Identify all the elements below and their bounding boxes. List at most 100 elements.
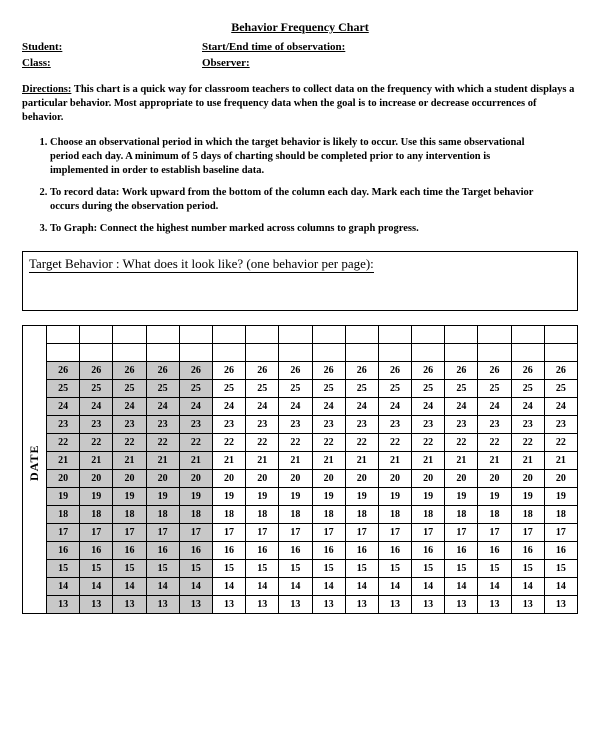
frequency-cell[interactable]: 25 xyxy=(279,379,312,397)
frequency-cell[interactable]: 17 xyxy=(312,523,345,541)
frequency-cell[interactable]: 22 xyxy=(345,433,378,451)
frequency-cell[interactable]: 23 xyxy=(113,415,146,433)
frequency-cell[interactable]: 23 xyxy=(212,415,245,433)
frequency-cell[interactable]: 20 xyxy=(312,469,345,487)
frequency-cell[interactable]: 22 xyxy=(279,433,312,451)
frequency-cell[interactable]: 20 xyxy=(113,469,146,487)
frequency-cell[interactable]: 20 xyxy=(279,469,312,487)
frequency-cell[interactable]: 22 xyxy=(511,433,544,451)
frequency-cell[interactable]: 19 xyxy=(445,487,478,505)
frequency-cell[interactable]: 24 xyxy=(179,397,212,415)
frequency-cell[interactable]: 15 xyxy=(279,559,312,577)
frequency-cell[interactable]: 24 xyxy=(246,397,279,415)
frequency-cell[interactable]: 15 xyxy=(80,559,113,577)
frequency-cell[interactable]: 14 xyxy=(345,577,378,595)
frequency-cell[interactable]: 24 xyxy=(146,397,179,415)
frequency-cell[interactable]: 23 xyxy=(312,415,345,433)
frequency-cell[interactable]: 20 xyxy=(345,469,378,487)
frequency-cell[interactable]: 13 xyxy=(511,595,544,613)
frequency-cell[interactable]: 22 xyxy=(478,433,511,451)
frequency-cell[interactable]: 16 xyxy=(47,541,80,559)
frequency-cell[interactable]: 24 xyxy=(80,397,113,415)
frequency-cell[interactable]: 15 xyxy=(212,559,245,577)
date-entry-cell[interactable] xyxy=(412,325,445,343)
frequency-cell[interactable]: 17 xyxy=(445,523,478,541)
frequency-cell[interactable]: 20 xyxy=(246,469,279,487)
frequency-cell[interactable]: 14 xyxy=(113,577,146,595)
frequency-cell[interactable]: 15 xyxy=(47,559,80,577)
frequency-cell[interactable]: 13 xyxy=(445,595,478,613)
frequency-cell[interactable]: 26 xyxy=(544,361,577,379)
frequency-cell[interactable]: 18 xyxy=(179,505,212,523)
date-entry-cell[interactable] xyxy=(146,325,179,343)
frequency-cell[interactable]: 19 xyxy=(378,487,411,505)
frequency-cell[interactable]: 24 xyxy=(47,397,80,415)
frequency-cell[interactable]: 18 xyxy=(511,505,544,523)
frequency-cell[interactable]: 22 xyxy=(312,433,345,451)
frequency-cell[interactable]: 19 xyxy=(113,487,146,505)
frequency-cell[interactable]: 25 xyxy=(113,379,146,397)
frequency-cell[interactable]: 15 xyxy=(179,559,212,577)
frequency-cell[interactable]: 15 xyxy=(345,559,378,577)
frequency-cell[interactable]: 20 xyxy=(378,469,411,487)
frequency-cell[interactable]: 23 xyxy=(544,415,577,433)
frequency-cell[interactable]: 24 xyxy=(445,397,478,415)
frequency-cell[interactable]: 26 xyxy=(412,361,445,379)
frequency-cell[interactable]: 26 xyxy=(511,361,544,379)
frequency-cell[interactable]: 23 xyxy=(279,415,312,433)
frequency-cell[interactable]: 14 xyxy=(47,577,80,595)
frequency-cell[interactable]: 24 xyxy=(378,397,411,415)
frequency-cell[interactable]: 21 xyxy=(80,451,113,469)
frequency-cell[interactable]: 19 xyxy=(212,487,245,505)
frequency-cell[interactable]: 16 xyxy=(378,541,411,559)
date-entry-cell[interactable] xyxy=(378,325,411,343)
frequency-cell[interactable]: 14 xyxy=(445,577,478,595)
frequency-cell[interactable]: 18 xyxy=(113,505,146,523)
frequency-cell[interactable]: 25 xyxy=(47,379,80,397)
frequency-cell[interactable]: 20 xyxy=(478,469,511,487)
frequency-cell[interactable]: 17 xyxy=(412,523,445,541)
frequency-cell[interactable]: 22 xyxy=(246,433,279,451)
frequency-cell[interactable]: 21 xyxy=(412,451,445,469)
frequency-cell[interactable]: 20 xyxy=(511,469,544,487)
frequency-cell[interactable]: 25 xyxy=(445,379,478,397)
frequency-cell[interactable]: 26 xyxy=(47,361,80,379)
frequency-cell[interactable]: 17 xyxy=(212,523,245,541)
frequency-cell[interactable]: 22 xyxy=(445,433,478,451)
frequency-cell[interactable]: 21 xyxy=(345,451,378,469)
frequency-cell[interactable]: 14 xyxy=(146,577,179,595)
date-entry-cell[interactable] xyxy=(47,325,80,343)
date-entry-cell[interactable] xyxy=(445,325,478,343)
frequency-cell[interactable]: 25 xyxy=(511,379,544,397)
frequency-cell[interactable]: 18 xyxy=(378,505,411,523)
frequency-cell[interactable]: 21 xyxy=(279,451,312,469)
frequency-cell[interactable]: 17 xyxy=(146,523,179,541)
frequency-cell[interactable]: 24 xyxy=(544,397,577,415)
frequency-cell[interactable]: 15 xyxy=(146,559,179,577)
frequency-cell[interactable]: 15 xyxy=(113,559,146,577)
frequency-cell[interactable]: 23 xyxy=(345,415,378,433)
frequency-cell[interactable]: 22 xyxy=(146,433,179,451)
frequency-cell[interactable]: 24 xyxy=(345,397,378,415)
frequency-cell[interactable]: 16 xyxy=(511,541,544,559)
frequency-cell[interactable]: 24 xyxy=(279,397,312,415)
date-entry-cell[interactable] xyxy=(312,325,345,343)
frequency-cell[interactable]: 13 xyxy=(279,595,312,613)
frequency-cell[interactable]: 24 xyxy=(113,397,146,415)
frequency-cell[interactable]: 15 xyxy=(445,559,478,577)
frequency-cell[interactable]: 16 xyxy=(113,541,146,559)
date-entry-cell[interactable] xyxy=(80,325,113,343)
frequency-cell[interactable]: 21 xyxy=(312,451,345,469)
frequency-cell[interactable]: 13 xyxy=(246,595,279,613)
frequency-cell[interactable]: 17 xyxy=(113,523,146,541)
frequency-cell[interactable]: 21 xyxy=(445,451,478,469)
frequency-cell[interactable]: 21 xyxy=(113,451,146,469)
frequency-cell[interactable]: 13 xyxy=(179,595,212,613)
frequency-cell[interactable]: 16 xyxy=(312,541,345,559)
frequency-cell[interactable]: 17 xyxy=(279,523,312,541)
frequency-cell[interactable]: 25 xyxy=(345,379,378,397)
frequency-cell[interactable]: 19 xyxy=(179,487,212,505)
frequency-cell[interactable]: 16 xyxy=(146,541,179,559)
frequency-cell[interactable]: 16 xyxy=(80,541,113,559)
frequency-cell[interactable]: 21 xyxy=(246,451,279,469)
